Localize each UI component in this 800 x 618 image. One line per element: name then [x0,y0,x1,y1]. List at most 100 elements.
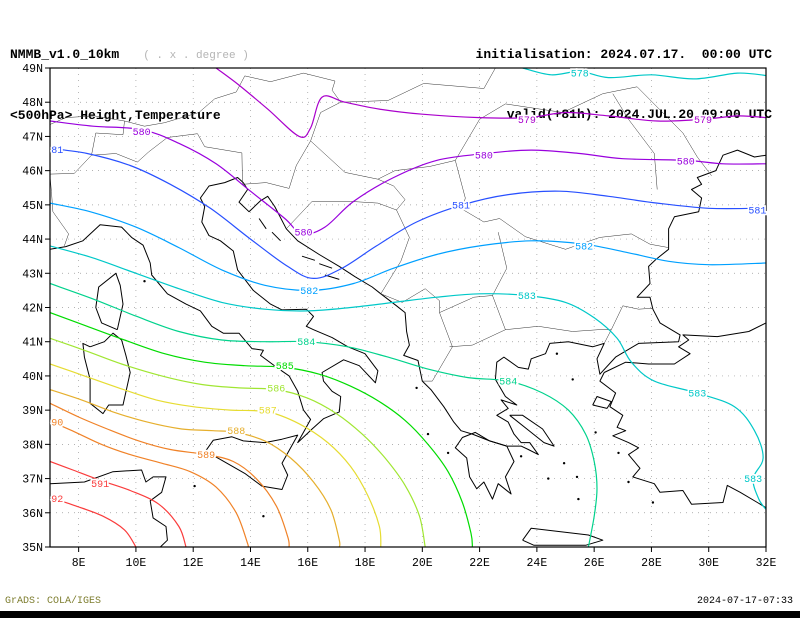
border-line [612,93,658,190]
contour-label-579: 579 [694,116,712,127]
coastlines [50,149,766,547]
contour-587 [50,363,382,547]
contour-label-580: 580 [475,152,493,163]
coast-dalmatian-island-2 [271,231,281,242]
lat-tick-label: 45N [22,200,43,213]
contour-label-592: 92 [51,495,63,506]
lat-tick-label: 35N [22,542,43,555]
border-line [242,140,311,189]
border-line [611,305,653,330]
coast-anatolia-marmara [603,322,766,373]
lon-tick-label: 32E [756,557,777,570]
coast-sicily [205,434,299,490]
lon-tick-label: 18E [355,557,376,570]
contour-label-584: 584 [297,338,315,349]
lat-tick-label: 36N [22,508,43,521]
contour-label-580: 580 [133,128,151,139]
grads-stamp: GrADS: COLA/IGES [5,596,102,607]
lon-tick-label: 8E [72,557,86,570]
header-line-1: NMMB_v1.0_10km ( . x . degree ) [10,45,249,66]
lat-tick-label: 44N [22,234,43,247]
contour-label-585: 585 [276,362,294,373]
creation-timestamp: 2024-07-17-07:33 [696,596,793,607]
contour-588 [50,389,341,547]
lon-tick-label: 20E [412,557,433,570]
contour-585 [50,312,473,547]
contour-label-582: 582 [300,287,318,298]
coast-crete [522,527,604,546]
border-line [310,103,506,180]
header-right: initialisation: 2024.07.17. 00:00 UTC va… [476,5,772,165]
border-line [50,175,69,246]
coast-africa-tunisia [50,469,168,547]
lat-tick-label: 41N [22,337,43,350]
lon-tick-label: 22E [469,557,490,570]
lon-tick-label: 12E [183,557,204,570]
lat-lon-grid [50,67,767,548]
contour-591 [50,460,187,547]
border-line [340,68,496,103]
lon-tick-label: 28E [641,557,662,570]
contour-label-582: 582 [575,242,593,253]
model-title: NMMB_v1.0_10km [10,47,120,62]
init-time: initialisation: 2024.07.17. 00:00 UTC [475,47,772,62]
coast-greece-aegean-blacksea [494,149,766,456]
border-line [380,209,410,294]
contour-label-587: 587 [259,407,277,418]
contour-578 [522,68,766,80]
contour-label-581: 81 [51,146,63,157]
lat-tick-label: 40N [22,371,43,384]
border-line [492,232,508,330]
contour-label-581: 581 [452,201,470,212]
contour-label-589: 589 [197,451,215,462]
lat-tick-label: 48N [22,97,43,110]
coast-euboea [509,414,555,447]
contour-label-583: 583 [518,292,536,303]
border-line [286,201,397,229]
lat-tick-label: 42N [22,303,43,316]
border-line [124,75,246,127]
lon-tick-label: 24E [527,557,548,570]
border-line [505,86,638,113]
lat-tick-label: 38N [22,439,43,452]
contour-label-583: 583 [688,390,706,401]
contour-581 [50,147,766,280]
contour-label-591: 591 [91,480,109,491]
coast-dalmatian-island-1 [258,218,267,230]
contour-579 [215,68,766,138]
lat-tick-label: 43N [22,268,43,281]
country-borders [50,68,712,382]
contour-lines [50,68,766,547]
contour-589 [50,402,290,547]
lon-tick-label: 16E [297,557,318,570]
border-line [310,80,342,141]
border-line [377,178,406,211]
lat-tick-label: 39N [22,405,43,418]
border-line [499,218,669,250]
border-line [244,72,336,82]
lon-tick-label: 30E [698,557,719,570]
lon-tick-label: 14E [240,557,261,570]
border-line [50,133,243,185]
contour-label-584: 584 [499,378,517,389]
axis-labels: 8E 10E 12E 14E 16E 18E 20E 22E 24E 26E 28E 30E 32E 35… [22,63,776,570]
contour-586 [50,337,426,547]
coast-dalmatian-island-4 [319,263,333,269]
contour-label-581: 581 [748,207,766,218]
lat-tick-label: 47N [22,131,43,144]
coast-lesbos [592,396,612,409]
border-line [636,86,712,176]
border-line [380,288,453,382]
contour-label-583: 583 [744,475,762,486]
lon-tick-label: 10E [126,557,147,570]
bottom-bar [0,611,800,618]
contour-590 [50,420,250,547]
coast-anatolia-aegean [599,372,766,509]
coast-corsica [95,272,124,331]
border-line [439,295,493,313]
contour-592 [50,496,137,547]
island-dots [143,280,655,518]
contour-580 [50,120,766,235]
